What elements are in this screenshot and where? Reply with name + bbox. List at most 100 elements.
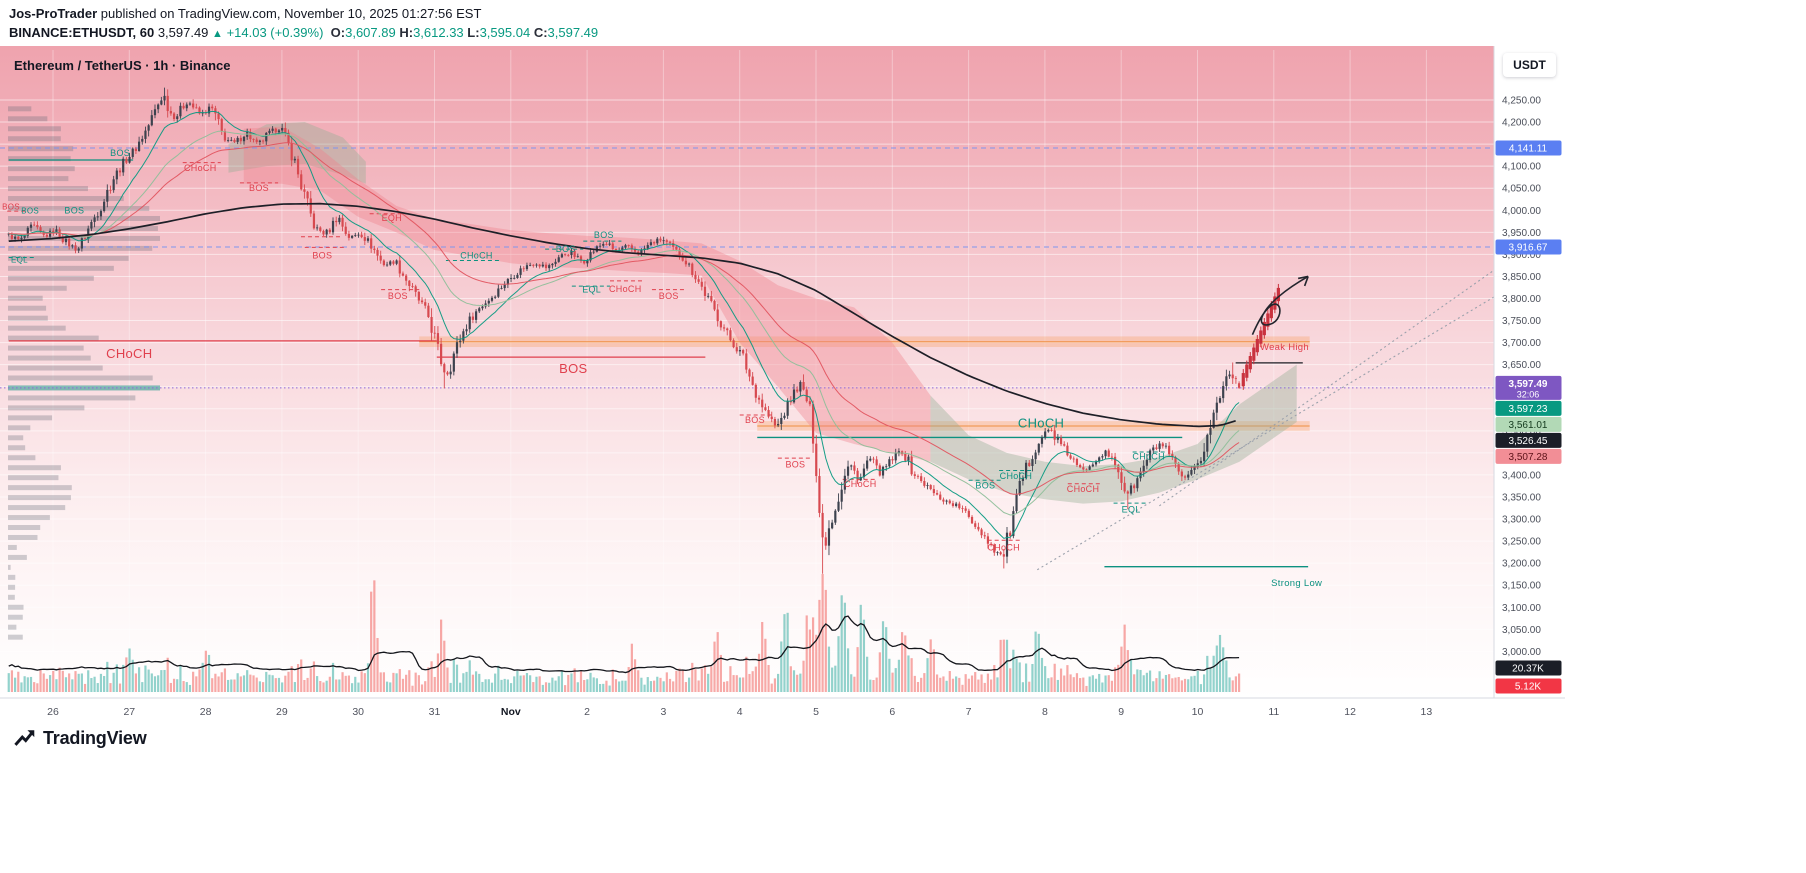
svg-text:4,050.00: 4,050.00 xyxy=(1502,184,1541,195)
svg-text:3,950.00: 3,950.00 xyxy=(1502,228,1541,239)
svg-text:28: 28 xyxy=(200,706,212,718)
svg-text:3,526.45: 3,526.45 xyxy=(1509,436,1548,447)
svg-text:3,597.23: 3,597.23 xyxy=(1509,404,1548,415)
ohlc-low: L:3,595.04 xyxy=(467,25,531,40)
svg-text:BOS: BOS xyxy=(745,415,765,425)
svg-text:4: 4 xyxy=(737,706,743,718)
svg-text:Strong Low: Strong Low xyxy=(1271,578,1322,589)
svg-text:BOS: BOS xyxy=(785,459,805,469)
svg-text:3,900.00: 3,900.00 xyxy=(1502,250,1541,261)
svg-text:11: 11 xyxy=(1268,706,1279,718)
svg-text:9: 9 xyxy=(1118,706,1124,718)
svg-text:8: 8 xyxy=(1042,706,1048,718)
svg-text:CHoCH: CHoCH xyxy=(1018,416,1064,431)
svg-text:3,850.00: 3,850.00 xyxy=(1502,272,1541,283)
svg-text:BOS: BOS xyxy=(110,148,130,158)
svg-text:CHoCH: CHoCH xyxy=(844,479,877,489)
svg-text:5.12K: 5.12K xyxy=(1515,682,1541,693)
svg-text:CHoCH: CHoCH xyxy=(184,163,217,173)
svg-text:CHoCH: CHoCH xyxy=(987,542,1020,552)
svg-text:CHoCH: CHoCH xyxy=(106,346,152,361)
ma-long-line xyxy=(8,202,1236,428)
byline-text: published on TradingView.com, November 1… xyxy=(97,6,482,21)
svg-text:4,100.00: 4,100.00 xyxy=(1502,162,1541,173)
svg-text:3,050.00: 3,050.00 xyxy=(1502,625,1541,636)
svg-text:BOS: BOS xyxy=(312,250,332,260)
svg-text:3,916.67: 3,916.67 xyxy=(1509,243,1548,254)
svg-text:BOS: BOS xyxy=(659,291,679,301)
svg-text:3,000.00: 3,000.00 xyxy=(1502,647,1541,658)
svg-text:10: 10 xyxy=(1192,706,1204,718)
svg-text:4,141.11: 4,141.11 xyxy=(1509,144,1548,155)
candlesticks xyxy=(7,87,1241,574)
svg-text:3,800.00: 3,800.00 xyxy=(1502,294,1541,305)
tradingview-logo-icon xyxy=(14,730,35,746)
last-price: 3,597.49 xyxy=(157,25,209,40)
svg-text:3,400.00: 3,400.00 xyxy=(1502,470,1541,481)
ema-line xyxy=(8,130,1240,516)
ohlc-open: O:3,607.89 xyxy=(330,25,396,40)
svg-text:BOS: BOS xyxy=(556,244,576,254)
chart-background xyxy=(0,46,1494,698)
svg-text:20.37K: 20.37K xyxy=(1512,664,1544,675)
trendlines[interactable] xyxy=(1036,267,1499,571)
svg-text:BOS: BOS xyxy=(559,361,587,376)
svg-text:3,750.00: 3,750.00 xyxy=(1502,316,1541,327)
svg-text:13: 13 xyxy=(1421,706,1433,718)
svg-text:3: 3 xyxy=(660,706,666,718)
projection-sketch[interactable] xyxy=(1241,275,1309,390)
svg-text:BOS: BOS xyxy=(594,230,614,240)
svg-text:4,250.00: 4,250.00 xyxy=(1502,96,1541,107)
byline: Jos-ProTrader published on TradingView.c… xyxy=(9,6,481,21)
svg-text:3,250.00: 3,250.00 xyxy=(1502,537,1541,548)
svg-text:6: 6 xyxy=(889,706,895,718)
svg-text:7: 7 xyxy=(966,706,972,718)
svg-text:BOS: BOS xyxy=(21,206,39,215)
time-axis[interactable]: 26 27 28 29 30 31 Nov 2 3 4 5 6 7 8 9 10 11 12 13 xyxy=(0,697,1565,758)
ema-line xyxy=(8,110,1240,539)
svg-text:3,650.00: 3,650.00 xyxy=(1502,360,1541,371)
svg-text:BOS: BOS xyxy=(64,205,84,215)
svg-text:29: 29 xyxy=(276,706,288,718)
svg-text:CHoCH: CHoCH xyxy=(1132,451,1165,461)
svg-text:CHoCH: CHoCH xyxy=(1000,471,1033,481)
tradingview-wordmark: TradingView xyxy=(43,727,147,748)
svg-text:4,000.00: 4,000.00 xyxy=(1502,206,1541,217)
svg-text:CHoCH: CHoCH xyxy=(460,250,493,260)
svg-text:32:06: 32:06 xyxy=(1517,389,1540,399)
plot-area[interactable]: BOSBOSBOSEQLBOSCHoCHBOSBOSEQHBOSCHoCHBOS… xyxy=(0,46,1499,698)
svg-text:2: 2 xyxy=(584,706,590,718)
tradingview-footer[interactable]: TradingView xyxy=(12,726,147,750)
volume-bars xyxy=(7,574,1241,692)
svg-text:30: 30 xyxy=(352,706,364,718)
svg-text:31: 31 xyxy=(429,706,441,718)
svg-text:Nov: Nov xyxy=(501,706,521,718)
svg-text:BOS: BOS xyxy=(249,183,269,193)
price-chart[interactable]: BOSBOSBOSEQLBOSCHoCHBOSBOSEQHBOSCHoCHBOS… xyxy=(0,46,1565,758)
svg-text:3,507.28: 3,507.28 xyxy=(1509,452,1548,463)
svg-text:3,561.01: 3,561.01 xyxy=(1509,420,1548,431)
svg-text:3,500.00: 3,500.00 xyxy=(1502,426,1541,437)
ema-line xyxy=(8,142,1240,495)
price-change: ▲ +14.03 (+0.39%) xyxy=(212,25,324,40)
symbol-interval[interactable]: BINANCE:ETHUSDT, 60 xyxy=(9,25,155,40)
currency-toggle-button[interactable]: USDT xyxy=(1503,53,1556,77)
up-arrow-icon: ▲ xyxy=(212,28,223,40)
author-name: Jos-ProTrader xyxy=(9,6,98,21)
svg-text:EQH: EQH xyxy=(382,213,402,223)
svg-text:BOS: BOS xyxy=(2,203,20,212)
svg-text:4,200.00: 4,200.00 xyxy=(1502,118,1541,129)
ohlc-close: C:3,597.49 xyxy=(533,25,599,40)
horizontal-alert-lines[interactable] xyxy=(0,147,1494,389)
gridlines xyxy=(0,50,1494,698)
svg-text:3,200.00: 3,200.00 xyxy=(1502,559,1541,570)
chart-legend-title[interactable]: Ethereum / TetherUS · 1h · Binance xyxy=(14,58,231,73)
volume-ma-line xyxy=(8,615,1240,674)
svg-text:3,150.00: 3,150.00 xyxy=(1502,581,1541,592)
svg-text:CHoCH: CHoCH xyxy=(609,284,642,294)
svg-text:BOS: BOS xyxy=(388,291,408,301)
svg-text:Weak High: Weak High xyxy=(1260,342,1309,353)
svg-text:12: 12 xyxy=(1344,706,1356,718)
annotations: BOSBOSBOSEQLBOSCHoCHBOSBOSEQHBOSCHoCHBOS… xyxy=(2,148,1322,589)
